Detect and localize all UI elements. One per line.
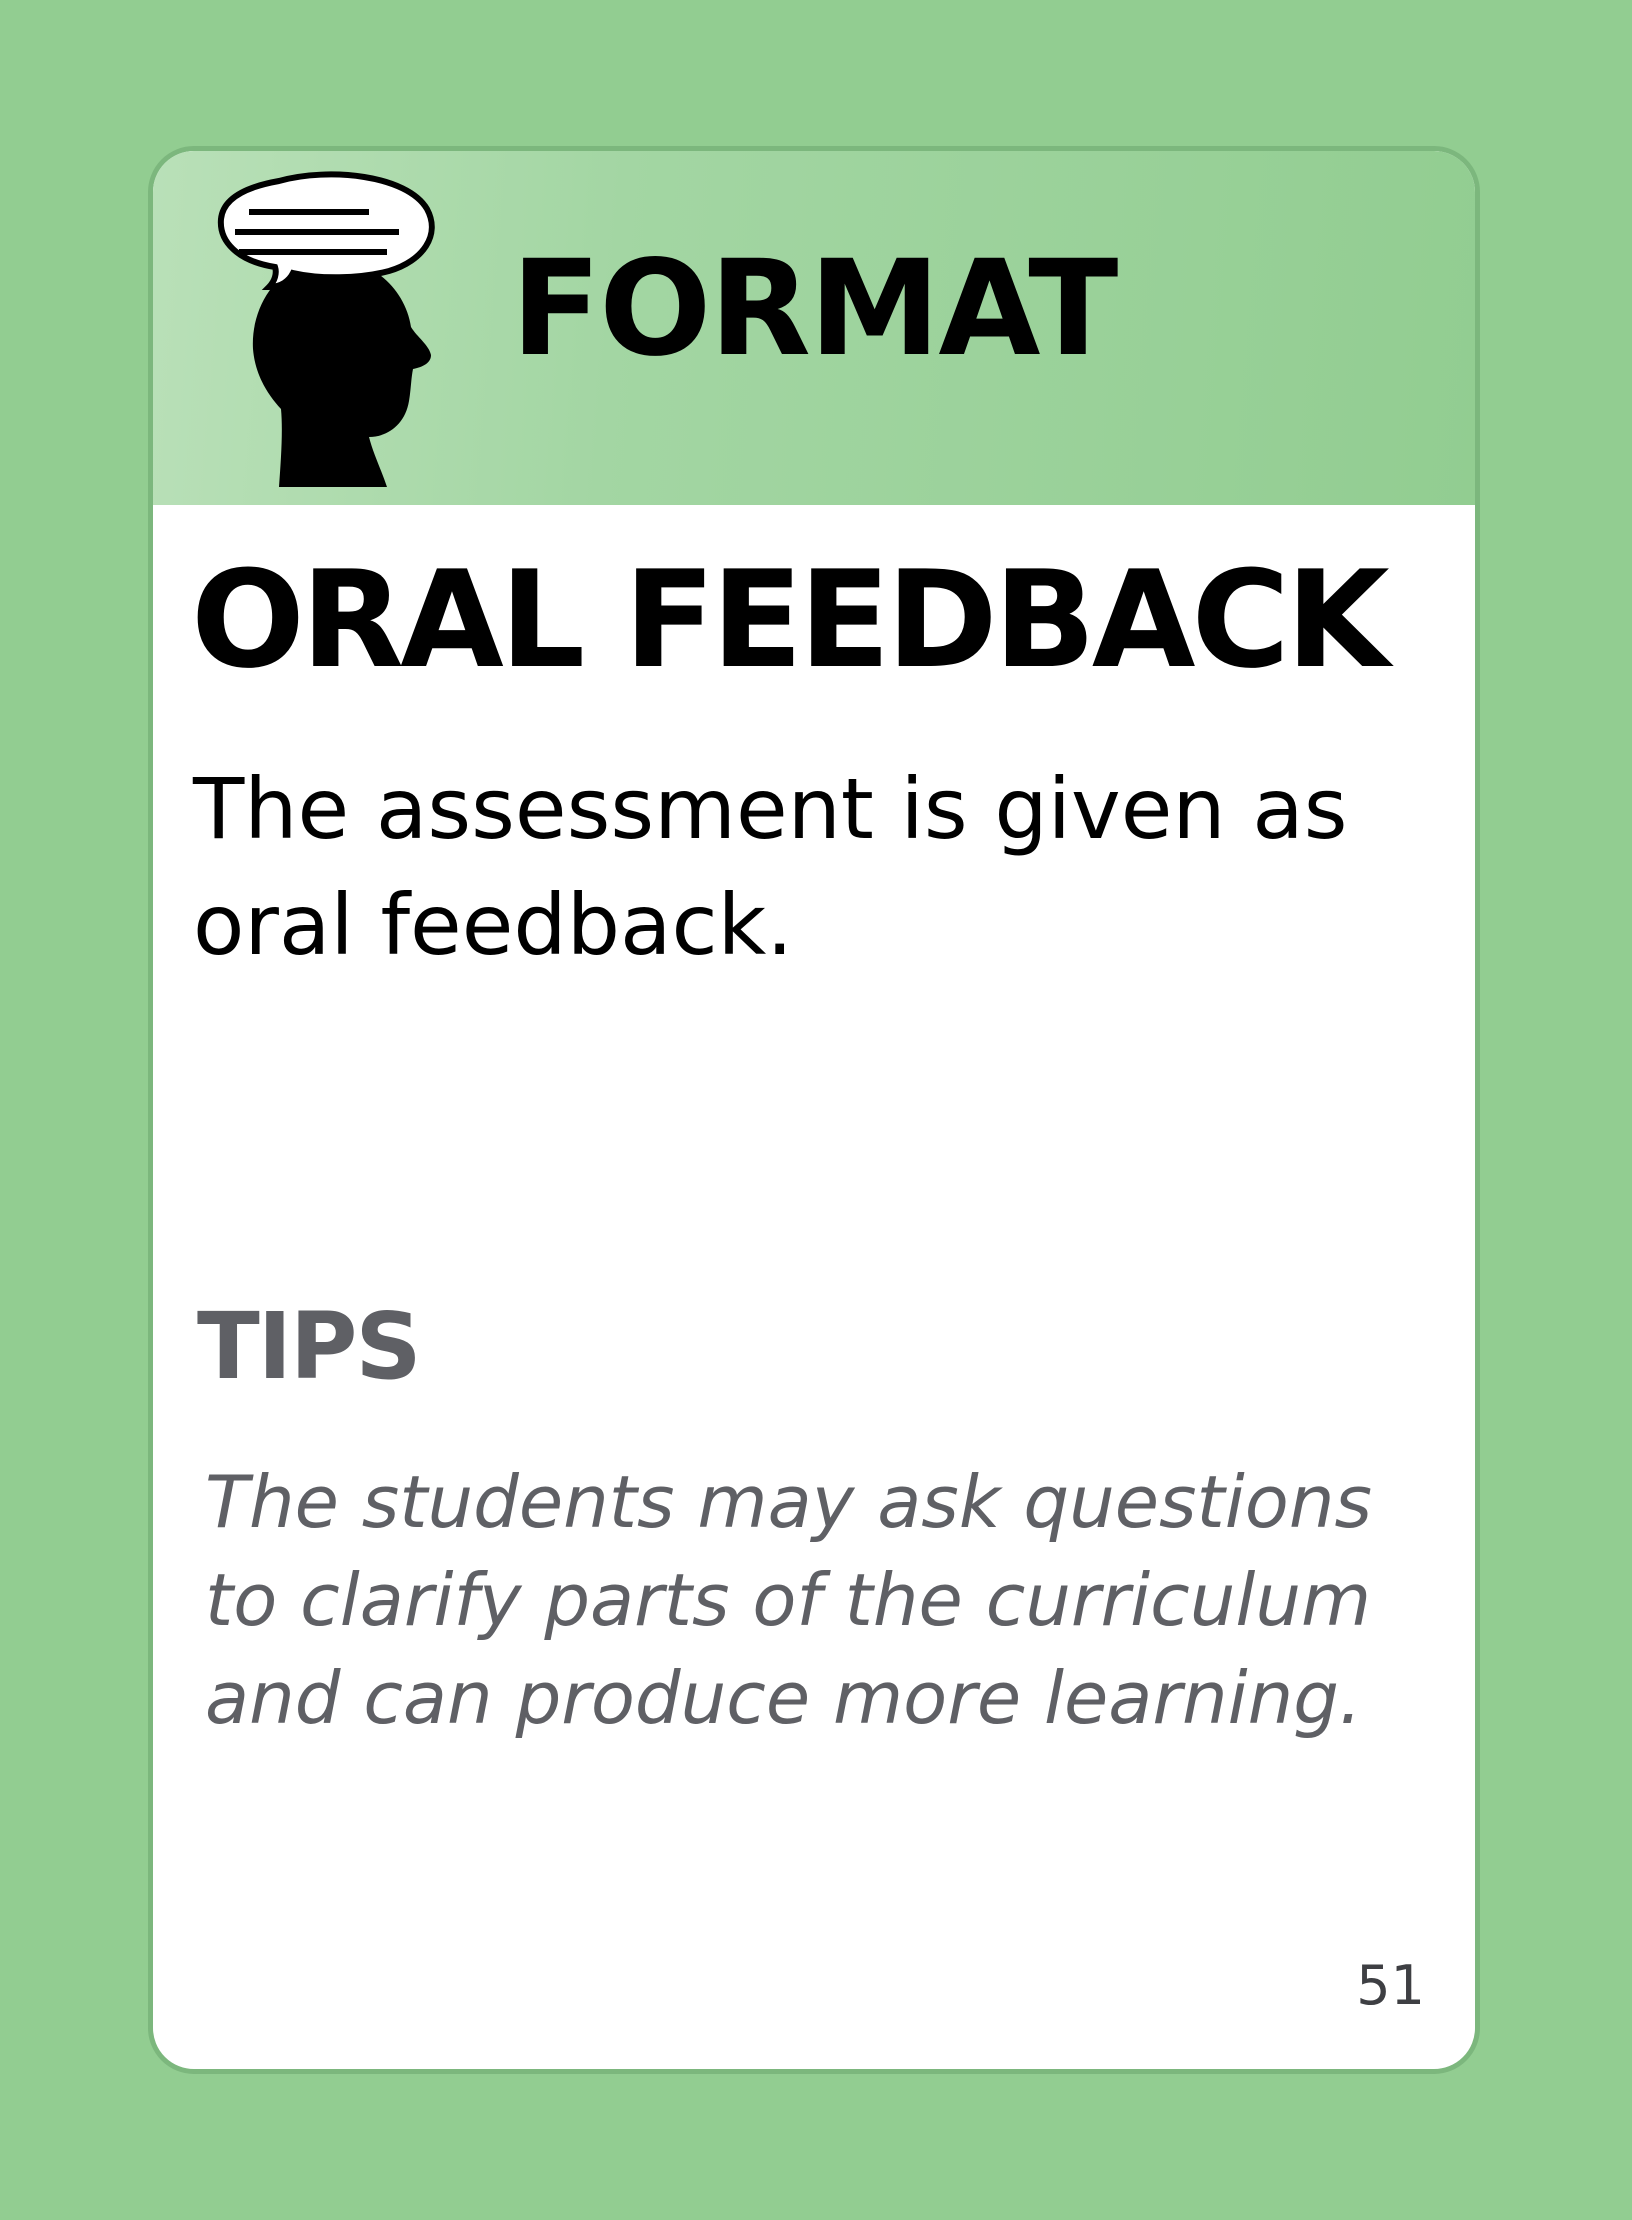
card-header: FORMAT — [153, 151, 1475, 505]
tips-heading: TIPS — [197, 1293, 422, 1400]
tips-body: The students may ask questions to clarif… — [205, 1460, 1372, 1740]
page-number: 51 — [1356, 1954, 1425, 2017]
category-label: FORMAT — [511, 232, 1118, 386]
card: FORMAT ORAL FEEDBACK The assessment is g… — [148, 146, 1480, 2074]
head-speech-bubble-icon — [209, 169, 439, 489]
card-title: ORAL FEEDBACK — [191, 542, 1390, 698]
card-description: The assessment is given as oral feedback… — [193, 760, 1348, 974]
